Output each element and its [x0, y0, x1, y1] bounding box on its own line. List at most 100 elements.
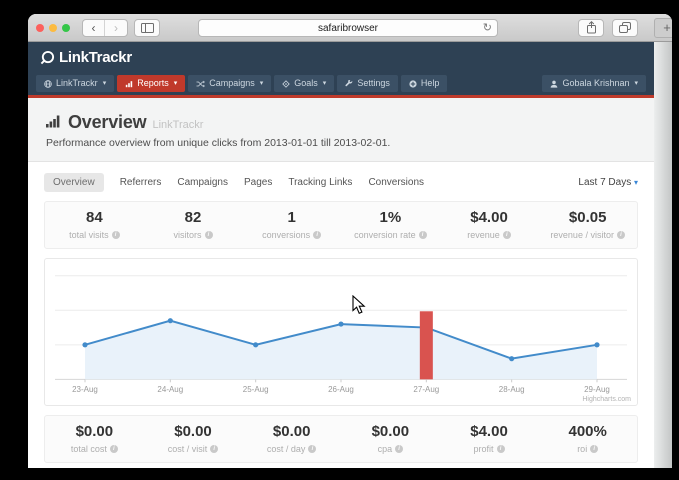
svg-text:29-Aug: 29-Aug: [584, 385, 610, 394]
stat-cpa: $0.00 cpa i: [341, 423, 440, 454]
page-subtitle: Performance overview from unique clicks …: [46, 137, 391, 149]
info-icon[interactable]: i: [111, 231, 120, 239]
stat-value: $4.00: [470, 423, 508, 440]
user-menu[interactable]: Gobala Krishnan ▾: [542, 75, 646, 92]
stat-label: cost / day: [266, 444, 306, 454]
stat-revenue: $4.00 revenue i: [440, 209, 539, 240]
tabs-overview-button[interactable]: [612, 18, 638, 37]
sidebar-button[interactable]: [134, 18, 160, 37]
share-icon: [586, 21, 596, 34]
minimize-window-button[interactable]: [49, 23, 57, 32]
new-tab-button[interactable]: +: [654, 18, 672, 38]
browser-toolbar: ‹ › safaribrowser ↻: [28, 14, 672, 42]
tab-tracking-links[interactable]: Tracking Links: [288, 176, 353, 188]
info-icon[interactable]: i: [204, 231, 213, 239]
menu-item-reports[interactable]: Reports ▾: [117, 75, 186, 92]
stat-cost-per-day: $0.00 cost / day i: [242, 423, 341, 454]
stat-label: total cost: [70, 444, 107, 454]
stat-profit: $4.00 profit i: [440, 423, 539, 454]
refresh-icon[interactable]: ↻: [482, 21, 492, 34]
page-title: Overview: [68, 112, 147, 132]
stat-value: $0.00: [75, 423, 114, 440]
stat-cost-per-visit: $0.00 cost / visit i: [144, 423, 243, 454]
close-window-button[interactable]: [36, 23, 44, 32]
stat-label: profit: [473, 444, 494, 454]
menu-item-settings[interactable]: Settings: [337, 75, 398, 92]
toolbar-right: [578, 18, 638, 37]
svg-text:25-Aug: 25-Aug: [243, 385, 269, 394]
tab-referrers[interactable]: Referrers: [119, 176, 162, 188]
stat-value: $0.00: [174, 423, 212, 440]
date-range-label: Last 7 Days: [578, 176, 632, 188]
forward-icon: ›: [114, 20, 118, 35]
menu-label: Help: [420, 78, 440, 88]
overview-chart[interactable]: 23-Aug 24-Aug 25-Aug 26-Aug 27-Aug 28-Aug 29-A…: [44, 258, 638, 406]
tab-conversions[interactable]: Conversions: [368, 176, 425, 188]
wrench-icon: [345, 79, 353, 86]
zoom-window-button[interactable]: [62, 23, 70, 32]
menu-label: LinkTrackr: [56, 78, 98, 88]
overview-chart-svg: 23-Aug 24-Aug 25-Aug 26-Aug 27-Aug 28-Aug 29-A…: [55, 275, 627, 394]
stat-conversion-rate: 1% conversion rate i: [341, 209, 440, 240]
back-button[interactable]: ‹: [83, 19, 105, 36]
chevron-down-icon: ▾: [322, 80, 327, 87]
forward-button[interactable]: ›: [105, 20, 127, 36]
stat-label: roi: [577, 444, 588, 454]
chevron-down-icon: ▾: [173, 80, 178, 87]
info-icon[interactable]: i: [502, 231, 511, 239]
page-title-suffix: LinkTrackr: [152, 119, 204, 131]
bar-chart-icon: [126, 80, 133, 87]
globe-icon: [44, 79, 52, 88]
stat-label: visitors: [173, 230, 202, 240]
stat-label: revenue / visitor: [550, 230, 614, 240]
stat-label: total visits: [69, 230, 109, 240]
chevron-down-icon: ▾: [259, 80, 264, 87]
tabs-icon: [619, 22, 631, 33]
stat-label: cpa: [377, 444, 393, 454]
menu-label: Reports: [137, 78, 169, 88]
info-icon[interactable]: i: [308, 445, 317, 453]
chart-credits[interactable]: Highcharts.com: [582, 396, 631, 403]
tab-pages[interactable]: Pages: [243, 176, 273, 188]
site-header: LinkTrackr: [28, 42, 654, 72]
info-icon[interactable]: i: [313, 231, 322, 239]
info-icon[interactable]: i: [210, 445, 219, 453]
menu-item-campaigns[interactable]: Campaigns ▾: [188, 75, 272, 92]
date-range-dropdown[interactable]: Last 7 Days ▾: [578, 177, 638, 188]
stat-value: 1: [287, 209, 296, 226]
browser-viewport: LinkTrackr LinkTrackr ▾: [28, 42, 672, 468]
menu-label: Campaigns: [209, 78, 255, 88]
linktrackr-brand[interactable]: LinkTrackr: [40, 49, 132, 66]
tab-overview[interactable]: Overview: [44, 172, 104, 192]
info-icon[interactable]: i: [418, 231, 427, 239]
tab-campaigns[interactable]: Campaigns: [177, 176, 228, 188]
window-edge-strip: [654, 42, 672, 468]
browser-window: ‹ › safaribrowser ↻: [28, 14, 672, 468]
info-icon[interactable]: i: [590, 445, 599, 453]
menu-item-linktrackr[interactable]: LinkTrackr ▾: [36, 75, 115, 92]
share-button[interactable]: [578, 18, 604, 37]
linktrackr-logo-icon: [40, 50, 55, 64]
info-icon[interactable]: i: [109, 445, 118, 453]
info-icon[interactable]: i: [616, 231, 625, 239]
stats-row-bottom: $0.00 total cost i $0.00 cost / visit i $0…: [44, 415, 638, 463]
menu-label: Settings: [357, 78, 390, 88]
svg-text:23-Aug: 23-Aug: [72, 385, 98, 394]
webpage: LinkTrackr LinkTrackr ▾: [28, 42, 654, 468]
content-panel: Overview Referrers Campaigns Pages Track…: [28, 161, 654, 468]
svg-text:28-Aug: 28-Aug: [499, 385, 525, 394]
stat-value: 82: [184, 209, 202, 226]
info-icon[interactable]: i: [496, 445, 505, 453]
page-header: Overview LinkTrackr Performance overview…: [28, 98, 654, 161]
signal-bars-icon: [46, 115, 60, 128]
menu-item-help[interactable]: Help: [400, 75, 448, 92]
stat-value: 84: [85, 209, 103, 226]
address-bar[interactable]: safaribrowser ↻: [198, 19, 498, 37]
info-icon[interactable]: i: [395, 445, 404, 453]
diamond-icon: [282, 79, 291, 88]
chevron-down-icon: ▾: [633, 177, 638, 187]
stat-conversions: 1 conversions i: [242, 209, 341, 240]
menu-item-goals[interactable]: Goals ▾: [274, 75, 335, 92]
report-tabs: Overview Referrers Campaigns Pages Track…: [44, 171, 638, 193]
stat-label: conversions: [262, 230, 311, 240]
